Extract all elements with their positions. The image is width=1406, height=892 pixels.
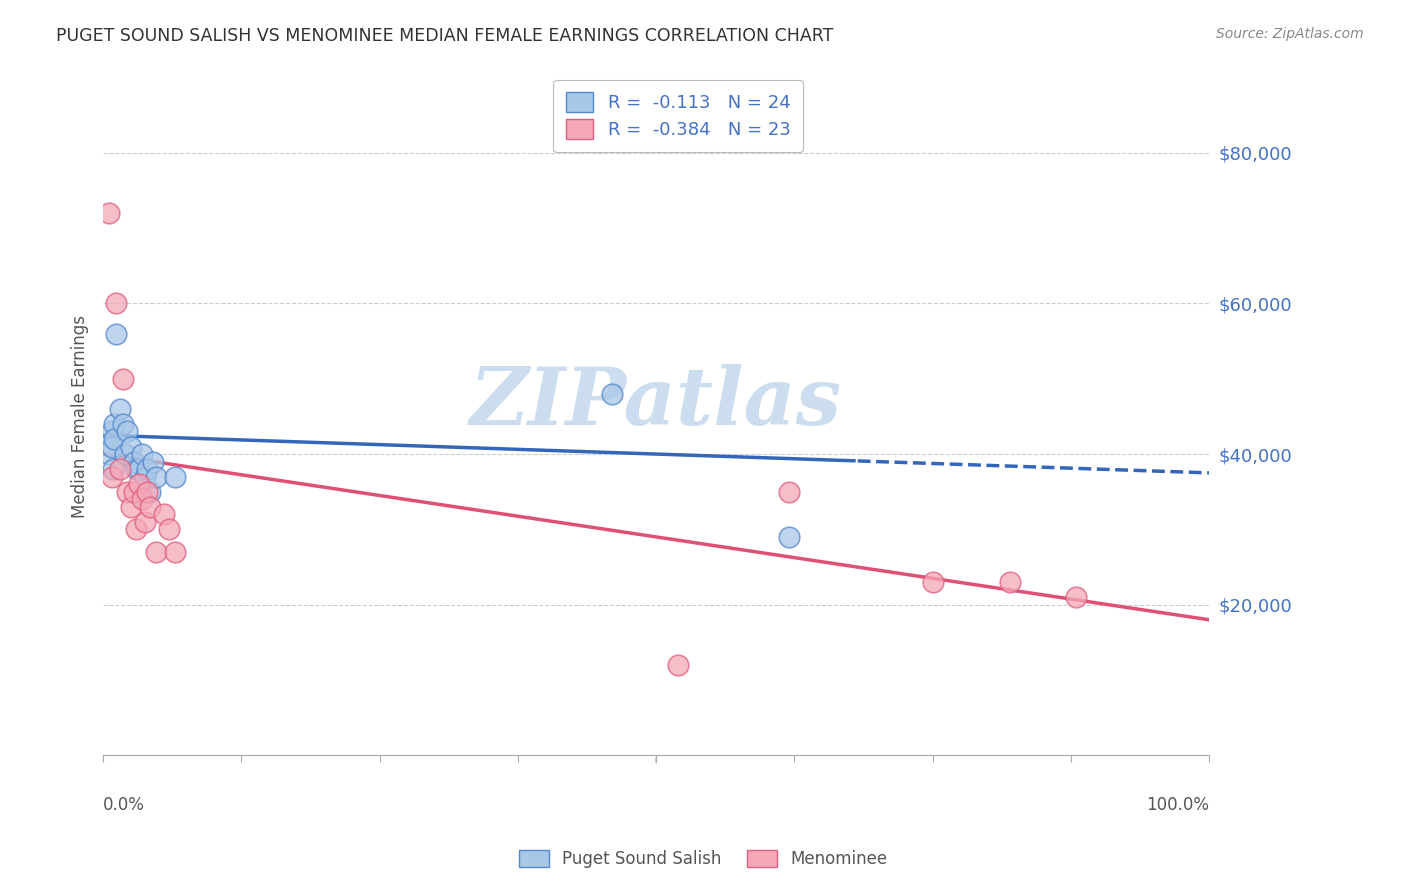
Point	[921, 575, 943, 590]
Point	[159, 522, 181, 536]
Point	[998, 575, 1021, 590]
Point	[153, 508, 176, 522]
Point	[112, 372, 135, 386]
Point	[131, 447, 153, 461]
Point	[134, 469, 156, 483]
Point	[142, 454, 165, 468]
Point	[125, 522, 148, 536]
Point	[136, 484, 159, 499]
Point	[778, 530, 800, 544]
Point	[120, 440, 142, 454]
Point	[138, 484, 160, 499]
Point	[101, 462, 124, 476]
Point	[600, 386, 623, 401]
Point	[778, 484, 800, 499]
Point	[128, 477, 150, 491]
Point	[136, 462, 159, 476]
Point	[125, 462, 148, 476]
Point	[101, 469, 124, 483]
Point	[138, 500, 160, 514]
Point	[122, 484, 145, 499]
Text: Source: ZipAtlas.com: Source: ZipAtlas.com	[1216, 27, 1364, 41]
Point	[131, 492, 153, 507]
Point	[117, 425, 139, 439]
Point	[128, 462, 150, 476]
Text: ZIPatlas: ZIPatlas	[470, 364, 842, 442]
Legend: Puget Sound Salish, Menominee: Puget Sound Salish, Menominee	[512, 843, 894, 875]
Point	[103, 432, 125, 446]
Point	[105, 296, 128, 310]
Point	[108, 401, 131, 416]
Point	[163, 469, 186, 483]
Text: 100.0%: 100.0%	[1146, 796, 1209, 814]
Point	[97, 206, 120, 220]
Text: 0.0%: 0.0%	[103, 796, 145, 814]
Point	[122, 454, 145, 468]
Point	[103, 417, 125, 431]
Point	[105, 326, 128, 341]
Point	[101, 440, 124, 454]
Point	[134, 515, 156, 529]
Point	[108, 462, 131, 476]
Point	[145, 469, 167, 483]
Legend: R =  -0.113   N = 24, R =  -0.384   N = 23: R = -0.113 N = 24, R = -0.384 N = 23	[554, 79, 803, 152]
Point	[114, 447, 136, 461]
Point	[163, 545, 186, 559]
Point	[97, 447, 120, 461]
Point	[101, 425, 124, 439]
Y-axis label: Median Female Earnings: Median Female Earnings	[72, 315, 89, 518]
Text: PUGET SOUND SALISH VS MENOMINEE MEDIAN FEMALE EARNINGS CORRELATION CHART: PUGET SOUND SALISH VS MENOMINEE MEDIAN F…	[56, 27, 834, 45]
Point	[112, 417, 135, 431]
Point	[117, 484, 139, 499]
Point	[145, 545, 167, 559]
Point	[1066, 590, 1088, 604]
Point	[120, 500, 142, 514]
Point	[666, 657, 689, 672]
